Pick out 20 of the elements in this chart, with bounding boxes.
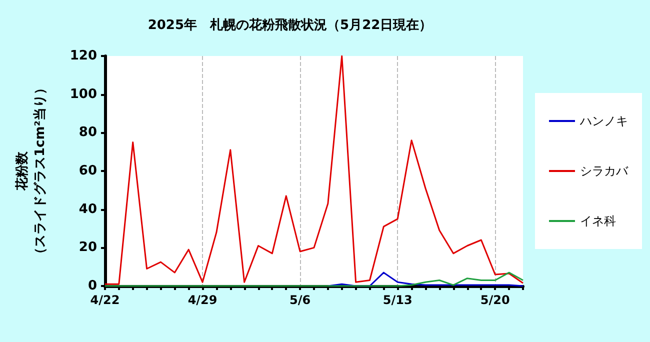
x-tick-label: 4/22 (90, 293, 120, 307)
y-tick-label: 20 (78, 240, 97, 256)
y-tick-label: 120 (70, 48, 97, 64)
y-tick-label: 80 (78, 125, 97, 140)
y-tick-label: 40 (78, 202, 97, 217)
x-tick-label: 5/6 (290, 293, 311, 307)
y-tick-label: 100 (70, 86, 97, 102)
x-tick-label: 4/29 (188, 293, 218, 307)
line-series (327, 272, 524, 287)
line-series (104, 55, 524, 285)
legend-label: ハンノキ (579, 114, 628, 128)
x-tick-label: 5/13 (382, 293, 412, 307)
x-tick-label: 5/20 (480, 293, 510, 307)
y-axis-title: 花粉数 (15, 150, 30, 192)
chart-title: 2025年 札幌の花粉飛散状況（5月22日現在） (148, 18, 432, 33)
legend-label: シラカバ (580, 164, 629, 178)
y-tick-label: 60 (78, 164, 97, 178)
legend-label: イネ科 (580, 214, 616, 228)
text: （スライドグラス1cm²当り） (33, 82, 48, 260)
y-tick-label: 0 (88, 278, 97, 294)
